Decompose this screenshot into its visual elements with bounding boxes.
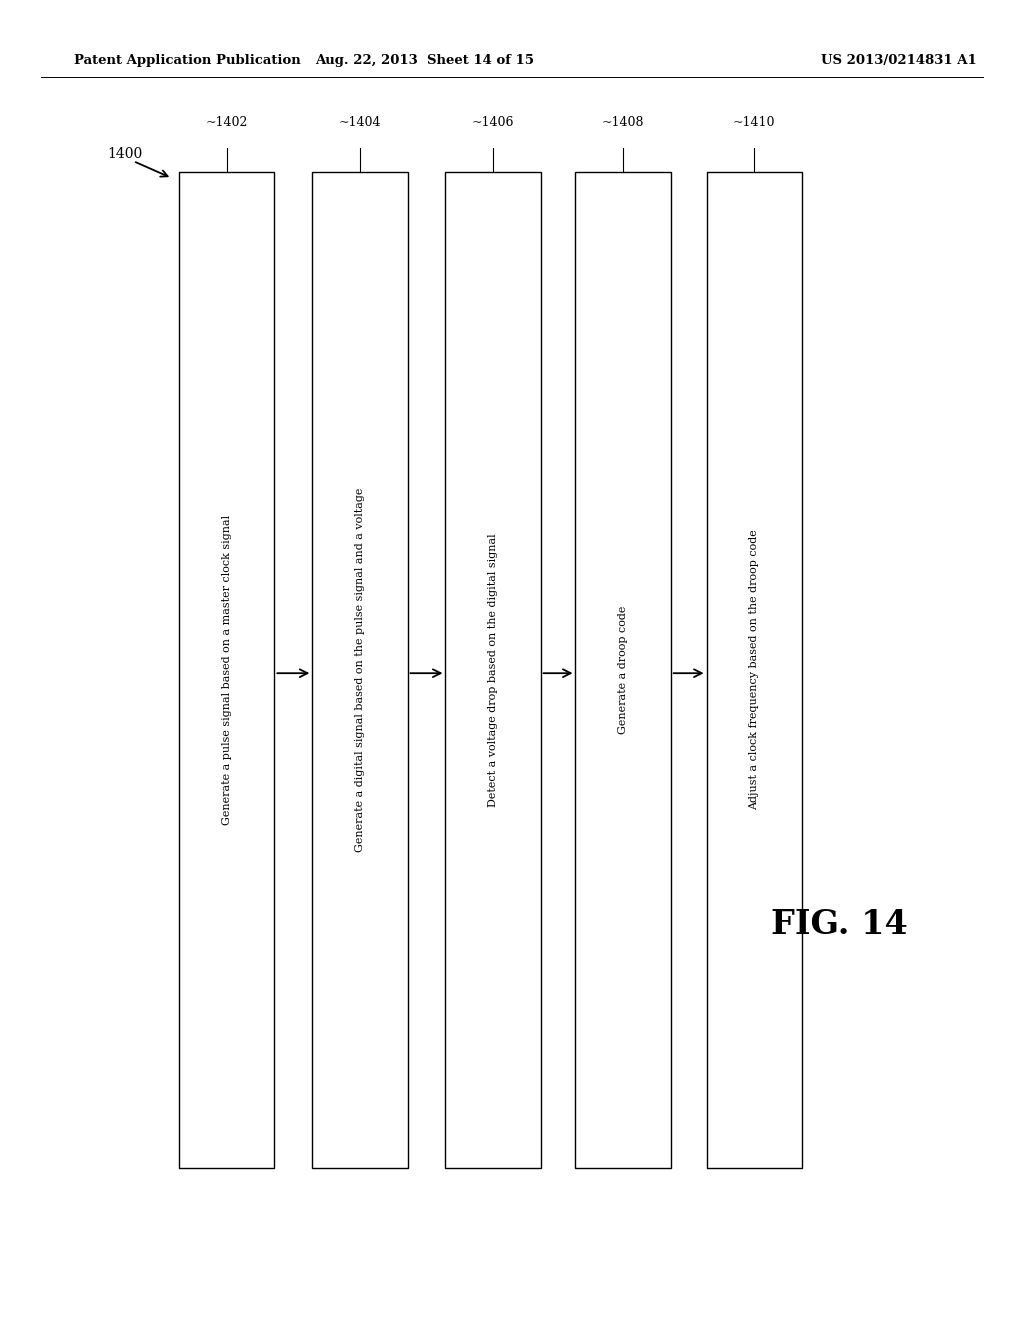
Text: Generate a droop code: Generate a droop code — [618, 606, 628, 734]
Text: ~1406: ~1406 — [472, 116, 514, 129]
Text: Generate a pulse signal based on a master clock signal: Generate a pulse signal based on a maste… — [222, 515, 231, 825]
Text: Patent Application Publication: Patent Application Publication — [74, 54, 300, 67]
Text: ~1402: ~1402 — [206, 116, 248, 129]
Text: Aug. 22, 2013  Sheet 14 of 15: Aug. 22, 2013 Sheet 14 of 15 — [315, 54, 535, 67]
Bar — [179, 172, 274, 1168]
Bar — [575, 172, 671, 1168]
Text: ~1408: ~1408 — [602, 116, 644, 129]
Text: Adjust a clock frequency based on the droop code: Adjust a clock frequency based on the dr… — [750, 529, 759, 810]
Text: Detect a voltage drop based on the digital signal: Detect a voltage drop based on the digit… — [488, 533, 498, 807]
Text: Generate a digital signal based on the pulse signal and a voltage: Generate a digital signal based on the p… — [355, 487, 365, 853]
Text: ~1404: ~1404 — [339, 116, 381, 129]
Text: ~1410: ~1410 — [733, 116, 775, 129]
Bar — [445, 172, 541, 1168]
Bar — [312, 172, 408, 1168]
Text: FIG. 14: FIG. 14 — [771, 908, 908, 940]
Text: 1400: 1400 — [108, 148, 142, 161]
Text: US 2013/0214831 A1: US 2013/0214831 A1 — [821, 54, 977, 67]
Bar — [707, 172, 802, 1168]
